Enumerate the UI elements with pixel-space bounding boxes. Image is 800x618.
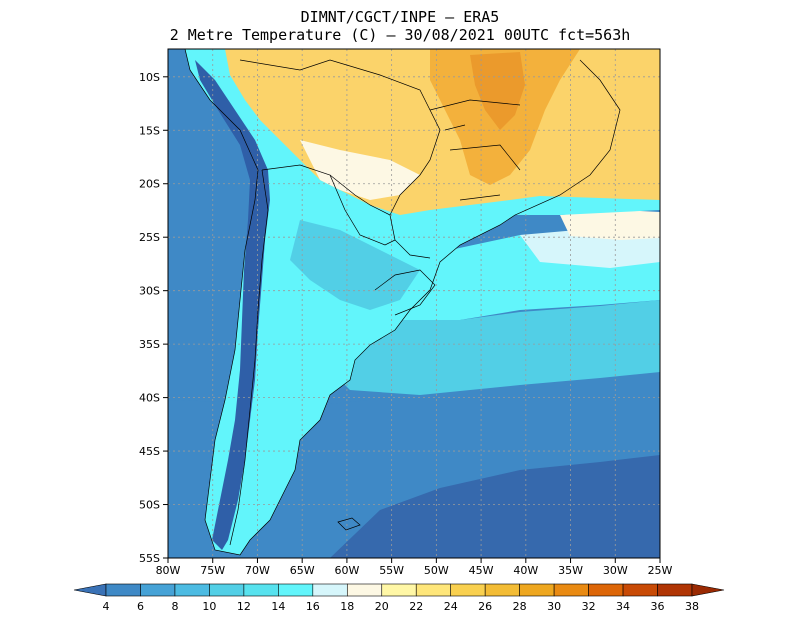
lat-label: 35S [139,338,160,351]
map-frame [167,48,661,559]
colorbar-label: 10 [202,600,217,613]
colorbar-label: 26 [478,600,493,613]
colorbar-label: 28 [512,600,527,613]
colorbar-swatch [415,583,452,597]
colorbar-swatch [381,583,417,597]
lat-label: 30S [139,285,160,298]
lon-label: 80W [156,564,181,577]
cream-ocean-band [560,210,660,240]
lon-label: 60W [334,564,359,577]
colorbar-label: 4 [102,600,110,613]
colorbar-swatch [140,583,176,597]
colorbar-swatch [622,583,658,597]
lon-label: 70W [245,564,270,577]
colorbar-label: 36 [650,600,665,613]
longitude-labels: 80W 75W 70W 65W 60W 55W 50W 45W 40W 35W 30W 25W [156,564,673,577]
lon-label: 55W [379,564,404,577]
lon-label: 45W [469,564,494,577]
lat-label: 15S [139,124,160,137]
brazil-states [429,99,521,201]
lat-label: 20S [139,178,160,191]
colorbar-swatch [657,583,693,597]
axis-ticks [163,76,661,563]
lat-label: 40S [139,392,160,405]
hottest-land-region [470,52,525,130]
colorbar [73,583,725,597]
colorbar-label: 6 [136,600,144,613]
lat-label: 55S [139,552,160,565]
far-south-band [330,455,660,558]
colorbar-label: 38 [685,600,699,613]
lat-label: 50S [139,499,160,512]
paraguay-border [329,174,396,246]
colorbar-swatch [450,583,486,597]
lon-label: 50W [424,564,449,577]
chile-argentina-border [229,169,269,546]
colorbar-high-arrow [691,583,725,597]
colorbar-label: 22 [409,600,424,613]
lon-label: 75W [200,564,225,577]
colorbar-label: 8 [171,600,179,613]
lon-label: 35W [558,564,583,577]
colorbar-label: 16 [305,600,320,613]
colorbar-swatch [105,583,141,597]
colorbar-swatch [174,583,210,597]
lat-label: 45S [139,445,160,458]
colorbar-swatch [243,583,279,597]
colorbar-swatch [484,583,520,597]
graticule [168,49,660,558]
colorbar-swatch [553,583,589,597]
coastline [184,48,621,556]
colorbar-swatch [519,583,555,597]
lon-label: 40W [513,564,538,577]
map-title: DIMNT/CGCT/INPE – ERA5 [300,8,500,26]
colorbar-label: 24 [443,600,458,613]
country-borders [184,48,621,556]
mild-ocean-band [320,300,660,395]
lat-label: 25S [139,231,160,244]
colorbar-label: 32 [581,600,596,613]
colorbar-label: 30 [547,600,562,613]
map-fill [168,49,660,558]
colorbar-swatch [278,583,314,597]
colorbar-swatch [209,583,245,597]
colorbar-label: 18 [340,600,355,613]
colorbar-label: 20 [374,600,389,613]
colorbar-swatch [588,583,624,597]
colorbar-label: 34 [616,600,631,613]
falklands [337,517,361,531]
andes-cold-strip [195,60,270,550]
latitude-labels: 10S 15S 20S 25S 30S 35S 40S 45S 50S 55S [139,71,160,565]
bolivia-border [261,164,391,216]
colorbar-label: 14 [271,600,286,613]
lon-label: 65W [290,564,315,577]
lon-label: 25W [648,564,673,577]
colorbar-label: 12 [236,600,251,613]
uruguay-border [374,269,436,316]
lon-label: 30W [603,564,628,577]
lat-label: 10S [139,71,160,84]
interior-mild-band [290,220,420,310]
colorbar-swatch [346,583,383,597]
cream-land-region [300,140,420,200]
colorbar-low-arrow [73,583,107,597]
colorbar-swatch [312,583,348,597]
map-subtitle: 2 Metre Temperature (C) – 30/08/2021 00U… [169,26,631,44]
